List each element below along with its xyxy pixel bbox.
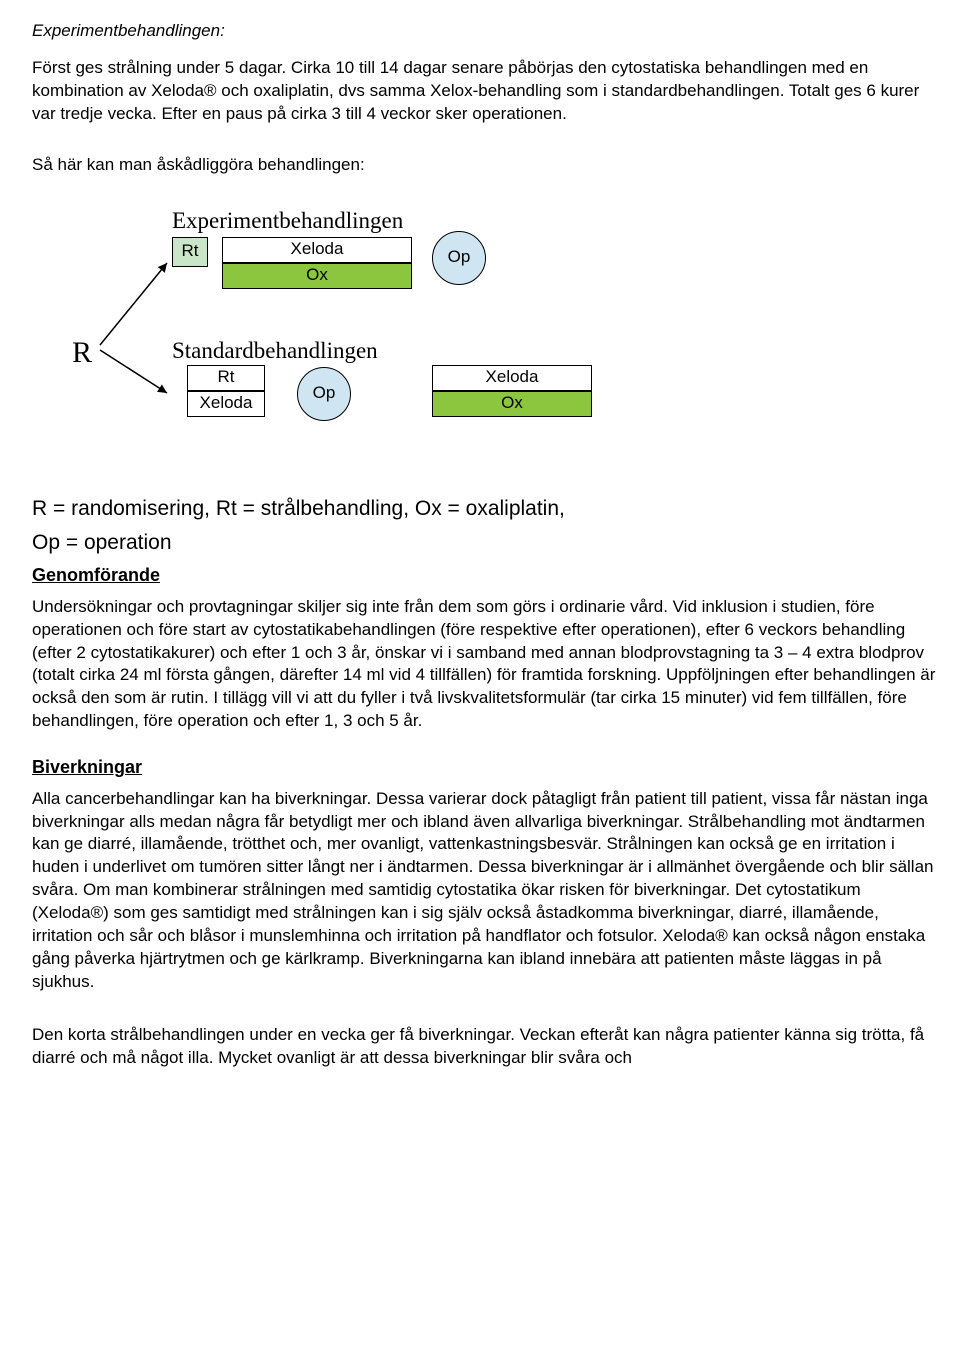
genomforande-para: Undersökningar och provtagningar skiljer… (32, 596, 936, 734)
arm2-title: Standardbehandlingen (172, 335, 378, 366)
arm2-ox-box: Ox (432, 391, 592, 417)
arm1-ox-box: Ox (222, 263, 412, 289)
arm2-xeloda2-box: Xeloda (432, 365, 592, 391)
arm2-xeloda1-box: Xeloda (187, 391, 265, 417)
intro-paragraph: Först ges strålning under 5 dagar. Cirka… (32, 57, 936, 126)
treatment-diagram: R Experimentbehandlingen Rt Xeloda Ox Op… (72, 205, 712, 465)
arm1-rt-box: Rt (172, 237, 208, 267)
legend-line2: Op = operation (32, 529, 936, 557)
biverkningar-para1: Alla cancerbehandlingar kan ha biverknin… (32, 788, 936, 994)
legend-line1: R = randomisering, Rt = strålbehandling,… (32, 495, 936, 523)
biverkningar-para2: Den korta strålbehandlingen under en vec… (32, 1024, 936, 1070)
arm1-op-circle: Op (432, 231, 486, 285)
diagram-intro: Så här kan man åskådliggöra behandlingen… (32, 154, 936, 177)
arm1-title: Experimentbehandlingen (172, 205, 403, 236)
heading-genomforande: Genomförande (32, 563, 936, 587)
randomization-r: R (72, 333, 92, 374)
arm1-xeloda-box: Xeloda (222, 237, 412, 263)
arm2-op-circle: Op (297, 367, 351, 421)
arm2-rt-box: Rt (187, 365, 265, 391)
section-title-experiment: Experimentbehandlingen: (32, 20, 936, 43)
heading-biverkningar: Biverkningar (32, 755, 936, 779)
